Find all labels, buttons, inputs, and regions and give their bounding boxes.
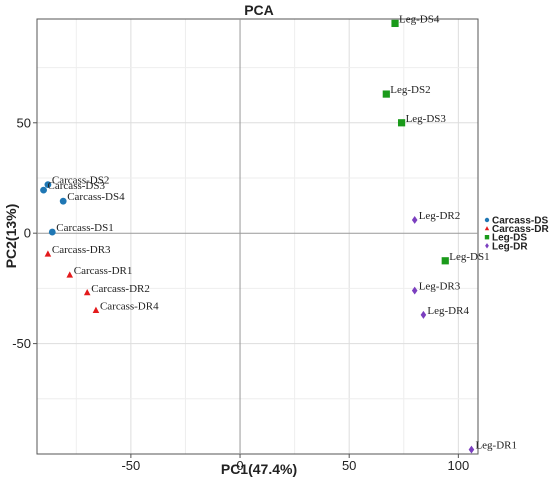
legend-key-leg-dr	[485, 243, 489, 249]
y-tick-label: 50	[17, 115, 31, 130]
point-leg-ds4	[391, 19, 399, 28]
point-leg-dr3	[411, 286, 418, 295]
legend-label-leg-dr: Leg-DR	[492, 241, 528, 252]
x-axis-title: PC1(47.4%)	[221, 461, 297, 477]
legend-label-carcass-dr: Carcass-DR	[492, 224, 549, 235]
point-leg-ds1	[441, 257, 449, 265]
label-carcass-dr2: Carcass-DR2	[91, 283, 150, 295]
point-leg-ds3	[397, 119, 406, 127]
legend-key-leg-ds	[484, 235, 490, 240]
label-leg-dr4: Leg-DR4	[427, 305, 469, 317]
x-tick-label: 50	[342, 458, 356, 473]
x-tick-label: 0	[236, 458, 243, 473]
label-carcass-ds4: Carcass-DS4	[67, 191, 125, 203]
label-leg-ds4: Leg-DS4	[399, 13, 440, 25]
plot-border	[36, 18, 479, 455]
y-tick-label: -50	[12, 336, 31, 351]
x-tick-label: -50	[121, 458, 140, 473]
point-carcass-dr3	[44, 250, 52, 257]
label-carcass-dr1: Carcass-DR1	[74, 265, 133, 277]
label-leg-dr1: Leg-DR1	[475, 440, 517, 452]
legend-key-carcass-ds	[484, 217, 490, 223]
label-carcass-ds3: Carcass-DS3	[48, 180, 106, 192]
point-carcass-ds1	[48, 228, 56, 236]
point-carcass-dr4	[92, 306, 100, 313]
point-carcass-dr1	[66, 271, 74, 278]
point-leg-dr1	[468, 445, 475, 454]
y-axis-title: PC2(13%)	[3, 204, 19, 269]
point-carcass-ds4	[59, 197, 67, 205]
label-carcass-dr4: Carcass-DR4	[100, 300, 159, 312]
label-leg-ds3: Leg-DS3	[406, 113, 447, 125]
legend-label-carcass-ds: Carcass-DS	[492, 216, 548, 227]
data-points	[40, 19, 475, 454]
axis-ticks: -50 0 50 100 -50 0 50	[12, 115, 469, 473]
label-leg-dr2: Leg-DR2	[419, 210, 461, 222]
x-tick-label: 100	[447, 458, 469, 473]
label-leg-ds2: Leg-DS2	[390, 84, 430, 96]
point-carcass-ds3	[40, 186, 47, 194]
legend-key-carcass-dr	[484, 226, 490, 231]
label-carcass-ds1: Carcass-DS1	[56, 222, 113, 234]
point-carcass-dr2	[83, 289, 91, 296]
point-leg-dr2	[411, 215, 418, 224]
label-carcass-ds2: Carcass-DS2	[52, 175, 109, 187]
point-leg-ds2	[382, 90, 390, 98]
point-labels: Carcass-DS1Carcass-DS2Carcass-DS3Carcass…	[48, 13, 517, 451]
y-tick-label: 0	[24, 226, 31, 241]
label-leg-ds1: Leg-DS1	[449, 251, 489, 263]
point-leg-dr4	[420, 310, 427, 319]
label-leg-dr3: Leg-DR3	[419, 281, 461, 293]
point-carcass-ds2	[44, 181, 52, 189]
label-carcass-dr3: Carcass-DR3	[52, 244, 111, 256]
zero-lines	[37, 19, 478, 454]
legend-label-leg-ds: Leg-DS	[492, 233, 527, 244]
chart-title: PCA	[244, 2, 274, 18]
